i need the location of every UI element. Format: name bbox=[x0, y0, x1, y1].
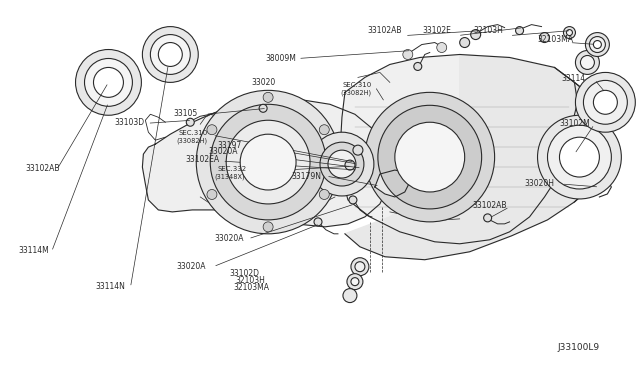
Text: 33105: 33105 bbox=[173, 109, 197, 118]
Circle shape bbox=[351, 278, 359, 286]
Circle shape bbox=[347, 274, 363, 290]
Circle shape bbox=[470, 30, 481, 39]
Polygon shape bbox=[345, 54, 611, 260]
Circle shape bbox=[355, 262, 365, 272]
Circle shape bbox=[196, 90, 340, 234]
Text: 33020A: 33020A bbox=[208, 147, 237, 156]
Text: 38009M: 38009M bbox=[266, 54, 296, 62]
Circle shape bbox=[93, 67, 124, 97]
Circle shape bbox=[403, 49, 413, 60]
Circle shape bbox=[263, 92, 273, 102]
Circle shape bbox=[345, 160, 355, 170]
Circle shape bbox=[540, 33, 550, 42]
Circle shape bbox=[343, 289, 357, 302]
Circle shape bbox=[593, 41, 602, 48]
Text: 32103MA: 32103MA bbox=[234, 283, 270, 292]
Text: 33102E: 33102E bbox=[422, 26, 451, 35]
Text: 33020H: 33020H bbox=[524, 179, 554, 187]
Polygon shape bbox=[142, 98, 390, 227]
Circle shape bbox=[353, 145, 363, 155]
Text: SEC.332: SEC.332 bbox=[218, 166, 247, 172]
Text: 32103H: 32103H bbox=[236, 276, 266, 285]
Text: 33020A: 33020A bbox=[176, 262, 206, 271]
Circle shape bbox=[319, 189, 329, 199]
Circle shape bbox=[319, 125, 329, 135]
Text: 33102AB: 33102AB bbox=[472, 201, 506, 210]
Text: SEC.310: SEC.310 bbox=[178, 130, 207, 137]
Text: 33020A: 33020A bbox=[214, 234, 244, 243]
Circle shape bbox=[310, 132, 374, 196]
Text: 33103D: 33103D bbox=[115, 118, 145, 127]
Circle shape bbox=[575, 73, 636, 132]
Text: 33114M: 33114M bbox=[19, 246, 49, 255]
Circle shape bbox=[378, 105, 482, 209]
Circle shape bbox=[226, 120, 310, 204]
Text: 32103MA: 32103MA bbox=[537, 35, 573, 44]
Circle shape bbox=[584, 80, 627, 124]
Polygon shape bbox=[375, 170, 410, 197]
Circle shape bbox=[566, 30, 572, 36]
Circle shape bbox=[395, 122, 465, 192]
Text: SEC.310: SEC.310 bbox=[342, 82, 372, 88]
Circle shape bbox=[460, 38, 470, 48]
Circle shape bbox=[559, 137, 600, 177]
Circle shape bbox=[142, 26, 198, 82]
Text: 33102M: 33102M bbox=[559, 119, 590, 128]
Text: 33102AB: 33102AB bbox=[25, 164, 60, 173]
Circle shape bbox=[484, 214, 492, 222]
Circle shape bbox=[263, 222, 273, 232]
Text: (33082H): (33082H) bbox=[340, 89, 372, 96]
Circle shape bbox=[589, 36, 605, 52]
Text: 33179N: 33179N bbox=[292, 172, 322, 181]
Circle shape bbox=[593, 90, 618, 114]
Circle shape bbox=[314, 218, 322, 226]
Polygon shape bbox=[340, 54, 577, 244]
Circle shape bbox=[349, 196, 357, 204]
Circle shape bbox=[563, 26, 575, 39]
Text: 33114: 33114 bbox=[561, 74, 586, 83]
Circle shape bbox=[84, 58, 132, 106]
Circle shape bbox=[158, 42, 182, 67]
Text: 33102EA: 33102EA bbox=[186, 155, 220, 164]
Text: 33102AB: 33102AB bbox=[368, 26, 403, 35]
Circle shape bbox=[259, 104, 267, 112]
Circle shape bbox=[207, 125, 217, 135]
Circle shape bbox=[150, 35, 190, 74]
Circle shape bbox=[207, 189, 217, 199]
Circle shape bbox=[186, 118, 195, 126]
Text: 33114N: 33114N bbox=[95, 282, 125, 291]
Text: (33082H): (33082H) bbox=[176, 138, 207, 144]
Circle shape bbox=[328, 150, 356, 178]
Circle shape bbox=[240, 134, 296, 190]
Circle shape bbox=[365, 92, 495, 222]
Text: (31348X): (31348X) bbox=[214, 173, 245, 180]
Text: J33100L9: J33100L9 bbox=[557, 343, 600, 352]
Text: 33020: 33020 bbox=[251, 78, 275, 87]
Circle shape bbox=[436, 42, 447, 52]
Circle shape bbox=[76, 49, 141, 115]
Circle shape bbox=[320, 142, 364, 186]
Circle shape bbox=[351, 258, 369, 276]
Circle shape bbox=[516, 26, 524, 35]
Circle shape bbox=[547, 125, 611, 189]
Polygon shape bbox=[575, 82, 611, 202]
Circle shape bbox=[210, 104, 326, 220]
Circle shape bbox=[580, 55, 595, 70]
Circle shape bbox=[575, 51, 600, 74]
Circle shape bbox=[586, 33, 609, 57]
Circle shape bbox=[538, 115, 621, 199]
Text: 33102D: 33102D bbox=[229, 269, 259, 278]
Text: 32103H: 32103H bbox=[473, 26, 503, 35]
Text: 33197: 33197 bbox=[218, 141, 242, 150]
Circle shape bbox=[414, 62, 422, 70]
